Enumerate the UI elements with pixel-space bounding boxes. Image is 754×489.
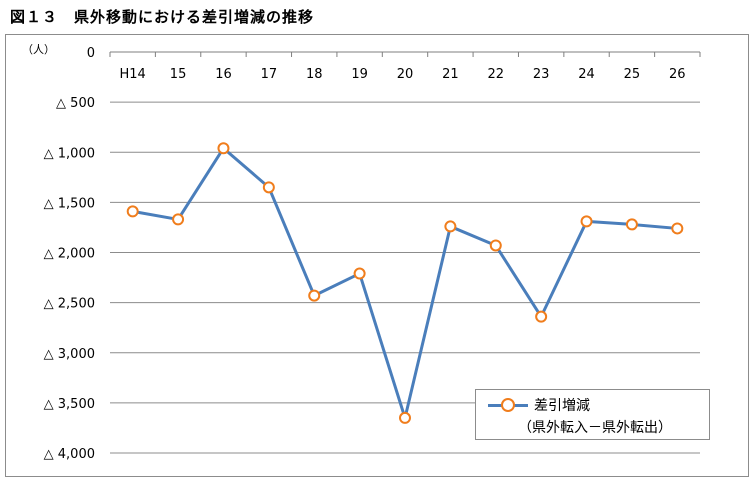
y-tick-label: △ 4,000	[44, 447, 95, 462]
data-point	[444, 220, 457, 233]
x-tick-label: 17	[261, 67, 278, 82]
x-tick-label: 21	[442, 67, 459, 82]
x-tick-label: 15	[170, 67, 187, 82]
data-point	[399, 411, 411, 424]
data-point	[353, 267, 366, 280]
x-tick-label: 25	[624, 67, 641, 82]
legend-marker-swatch	[501, 398, 515, 412]
y-tick-label: △ 2,000	[44, 247, 95, 262]
x-tick-label: 23	[533, 67, 550, 82]
data-point	[217, 142, 230, 155]
series-line	[132, 146, 678, 420]
x-tick-label: 20	[397, 67, 414, 82]
y-tick-label: 0	[87, 46, 95, 61]
x-tick-label: 18	[306, 67, 323, 82]
y-unit-label: （人）	[22, 43, 55, 56]
y-tick-label: △ 1,000	[44, 146, 95, 161]
x-tick-label: 19	[351, 67, 368, 82]
chart-frame	[5, 34, 749, 477]
x-tick-label: H14	[120, 67, 146, 82]
legend-series-name: 差引増減	[534, 398, 590, 414]
y-tick-label: △ 3,000	[44, 347, 95, 362]
data-point	[489, 239, 502, 252]
data-point	[535, 310, 548, 323]
figure-title: 図１３ 県外移動における差引増減の推移	[10, 8, 315, 26]
data-point	[308, 289, 321, 302]
legend-series-note: （県外転入－県外転出）	[518, 420, 672, 436]
data-point	[580, 215, 593, 228]
x-tick-label: 16	[215, 67, 232, 82]
legend: 差引増減 （県外転入－県外転出）	[475, 389, 710, 440]
data-point	[671, 222, 684, 235]
data-point	[625, 218, 638, 231]
data-point	[172, 213, 185, 226]
y-tick-label: △ 1,500	[44, 196, 95, 211]
x-tick-label: 26	[669, 67, 686, 82]
y-tick-label: △ 3,500	[44, 397, 95, 412]
x-tick-label: 22	[487, 67, 504, 82]
y-tick-label: △ 2,500	[44, 297, 95, 312]
data-point	[262, 181, 275, 194]
data-point	[126, 205, 139, 218]
x-tick-label: 24	[578, 67, 595, 82]
y-tick-label: △ 500	[56, 96, 95, 111]
